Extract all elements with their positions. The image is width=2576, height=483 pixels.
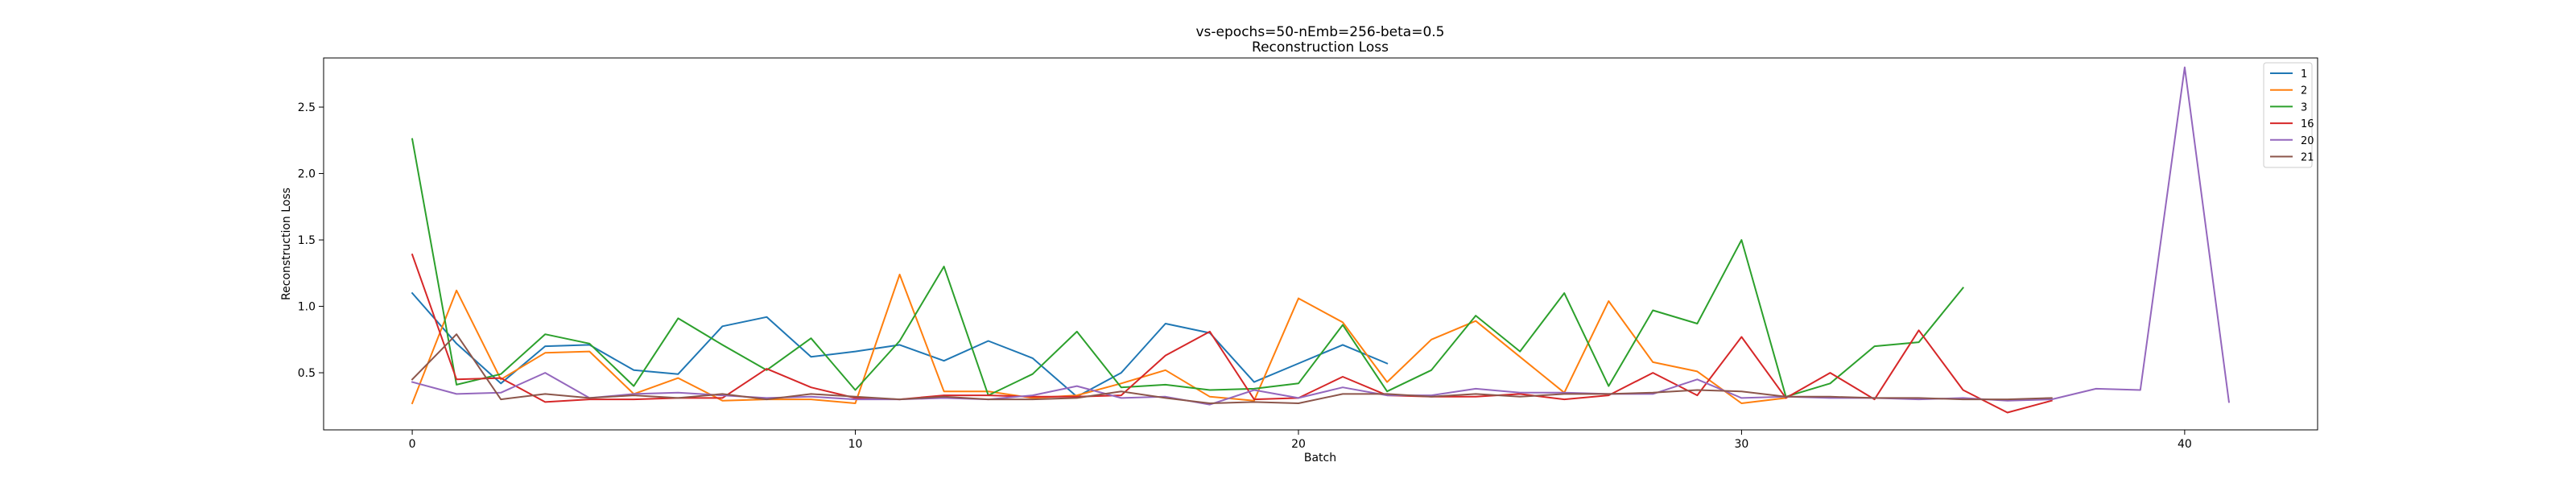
x-axis: 0 10 20 30 40: [409, 430, 2192, 451]
x-tick-label: 0: [409, 438, 416, 451]
x-tick-label: 10: [848, 438, 863, 451]
legend-label-21: 21: [2301, 152, 2314, 164]
y-tick-label: 0.5: [298, 367, 316, 380]
x-tick-label: 30: [1735, 438, 1749, 451]
legend: 1 2 3 16 20 21: [2263, 62, 2314, 168]
legend-box: [2263, 62, 2313, 168]
series-line-2: [411, 274, 1787, 405]
series-line-1: [411, 291, 1389, 398]
x-axis-label: Batch: [1304, 452, 1336, 464]
plot-area: [411, 66, 2231, 414]
plot-frame: [323, 57, 2318, 431]
y-axis-label: Reconstruction Loss: [280, 188, 293, 300]
y-tick-label: 2.5: [298, 101, 316, 114]
legend-label-16: 16: [2301, 118, 2314, 130]
y-axis: 0.5 1.0 1.5 2.0 2.5: [298, 101, 324, 380]
chart-title: vs-epochs=50-nEmb=256-beta=0.5: [1196, 24, 1445, 40]
x-tick-label: 20: [1291, 438, 1306, 451]
legend-label-3: 3: [2301, 101, 2307, 114]
y-tick-label: 1.5: [298, 234, 316, 247]
x-tick-label: 40: [2178, 438, 2192, 451]
legend-label-1: 1: [2301, 68, 2307, 80]
legend-label-20: 20: [2301, 135, 2314, 147]
legend-label-2: 2: [2301, 85, 2307, 97]
y-tick-label: 1.0: [298, 301, 316, 314]
chart-subtitle: Reconstruction Loss: [1252, 39, 1389, 56]
series-line-21: [411, 333, 2053, 404]
series-line-3: [411, 138, 1965, 398]
y-tick-label: 2.0: [298, 168, 316, 181]
